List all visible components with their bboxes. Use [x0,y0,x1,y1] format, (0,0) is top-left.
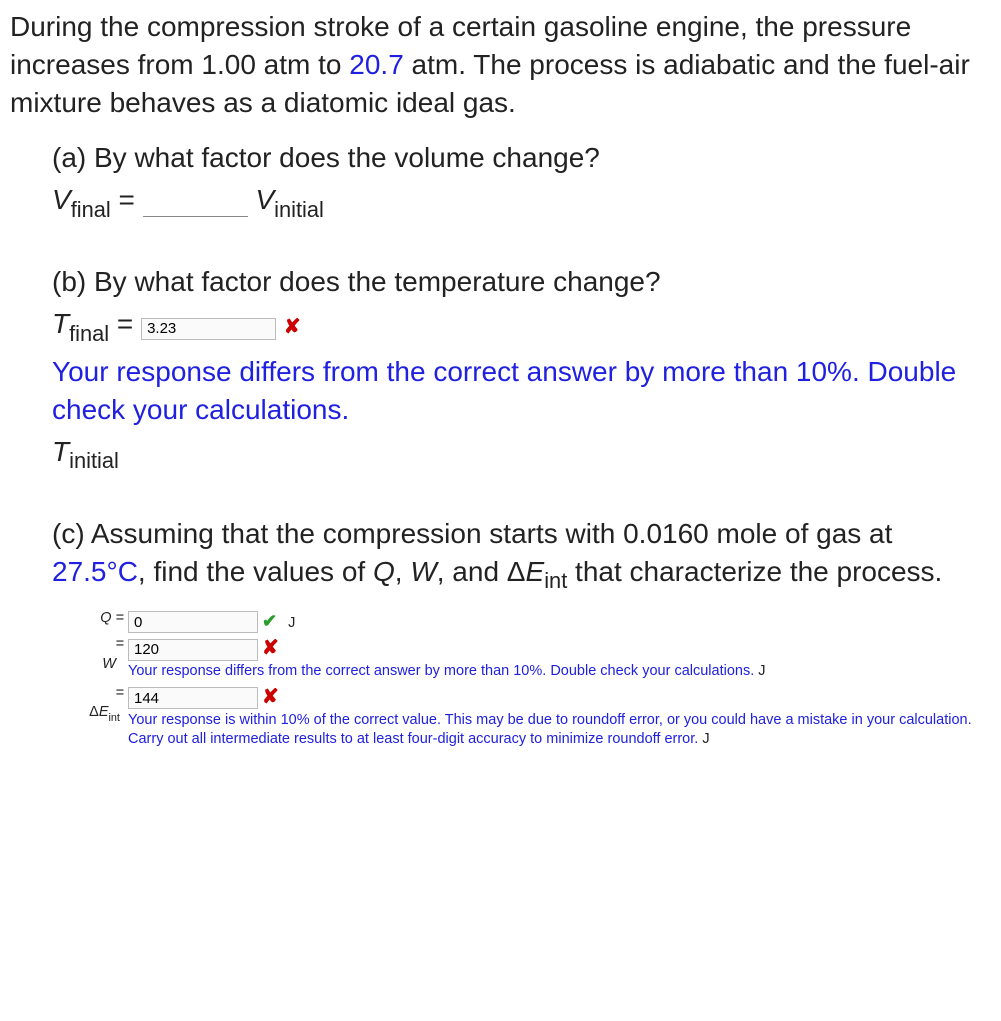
part-b-equation: Tfinal = ✘ [52,305,991,347]
check-icon: ✔ [262,609,278,633]
w-feedback-text: Your response differs from the correct a… [128,663,758,679]
equals-b: = [109,308,141,339]
vinitial-var: V [255,184,274,215]
vfinal-var: V [52,184,71,215]
vinitial-sub: initial [274,197,324,222]
w-row: = W ✘ Your response differs from the cor… [82,635,991,682]
comma-2: , and Δ [437,556,526,587]
eint-feedback-2: Carry out all intermediate results to at… [128,730,991,750]
w-var: W [410,556,436,587]
q-row: Q = ✔ J [82,609,991,634]
eint-row: = ΔEint ✘ Your response is within 10% of… [82,684,991,750]
eint-input[interactable] [128,687,258,709]
q-label-text: Q [100,610,111,626]
part-a-prompt: (a) By what factor does the volume chang… [52,139,991,177]
pressure-final-value: 20.7 [349,49,404,80]
tfinal-sub: final [69,321,109,346]
cross-icon: ✘ [284,314,300,341]
part-b: (b) By what factor does the temperature … [10,263,991,475]
e-label-sub: int [108,712,119,724]
part-a: (a) By what factor does the volume chang… [10,139,991,223]
equals-a: = [111,184,143,215]
delta-symbol: Δ [89,704,99,720]
eint-content: ✘ Your response is within 10% of the cor… [128,684,991,750]
eint-label: = ΔEint [82,684,128,725]
w-feedback: Your response differs from the correct a… [128,662,991,682]
q-eq: = [112,610,125,626]
initial-temp-value: 27.5°C [52,556,138,587]
w-label-text: W [102,656,116,672]
part-b-rhs: Tinitial [52,433,991,475]
w-input[interactable] [128,639,258,661]
part-b-prompt: (b) By what factor does the temperature … [52,263,991,301]
temperature-factor-input[interactable] [141,318,276,340]
part-c: (c) Assuming that the compression starts… [10,515,991,595]
part-b-feedback: Your response differs from the correct a… [52,353,991,429]
w-label: = W [82,635,128,674]
cross-icon: ✘ [262,635,278,662]
q-var: Q [373,556,395,587]
q-unit: J [288,615,295,631]
comma-1: , [395,556,411,587]
answers-area: Q = ✔ J = W ✘ Your response differs from… [10,609,991,750]
tinitial-sub: initial [69,448,119,473]
e-var: E [526,556,545,587]
vfinal-sub: final [71,197,111,222]
e-eq: = [112,685,125,701]
w-eq: = [112,636,125,652]
tinitial-var: T [52,436,69,467]
eint-feedback-2-text: Carry out all intermediate results to at… [128,731,702,747]
volume-factor-input[interactable] [143,193,248,217]
part-c-text-1: (c) Assuming that the compression starts… [52,518,892,549]
eint-unit: J [702,731,709,747]
q-label: Q = [82,609,128,629]
part-c-text-3: that characterize the process. [567,556,942,587]
w-content: ✘ Your response differs from the correct… [128,635,991,682]
q-content: ✔ J [128,609,991,634]
part-a-equation: Vfinal = Vinitial [52,181,991,223]
eint-feedback-1: Your response is within 10% of the corre… [128,711,991,731]
eint-sub: int [544,568,567,593]
w-unit: J [758,663,765,679]
cross-icon: ✘ [262,684,278,711]
problem-intro: During the compression stroke of a certa… [10,8,991,121]
q-input[interactable] [128,611,258,633]
part-c-text-2: , find the values of [138,556,373,587]
tfinal-var: T [52,308,69,339]
